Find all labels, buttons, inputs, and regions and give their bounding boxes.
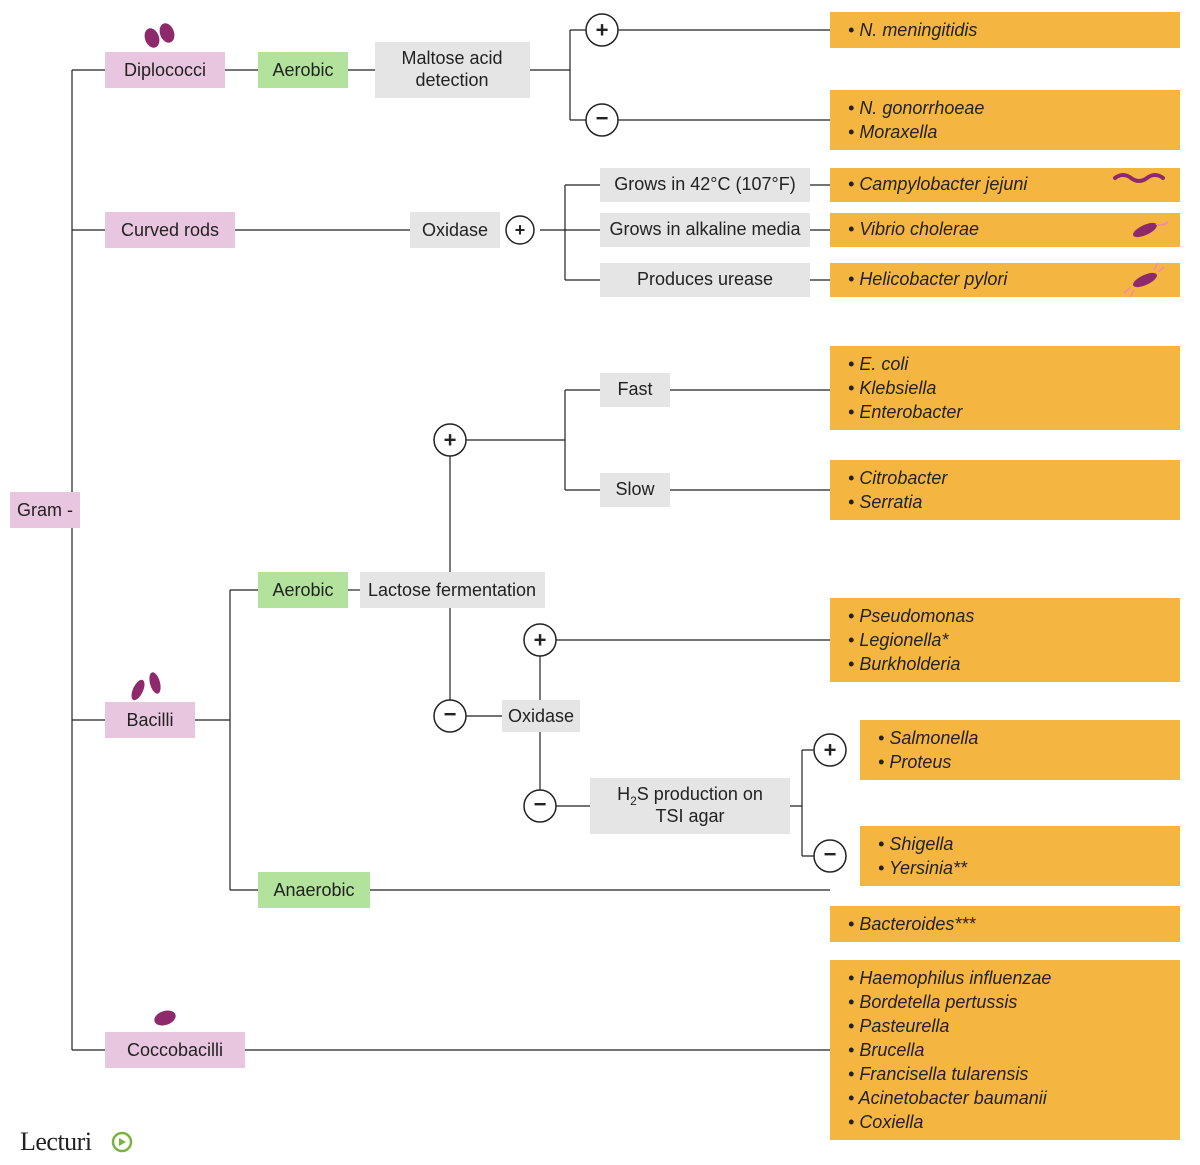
- pm-maltose-neg-sign: −: [596, 106, 609, 131]
- svg-text:• Bacteroides***: • Bacteroides***: [848, 914, 976, 934]
- svg-text:+: +: [515, 220, 526, 240]
- svg-text:• Burkholderia: • Burkholderia: [848, 654, 960, 674]
- svg-text:• Brucella: • Brucella: [848, 1040, 924, 1060]
- logo: Lecturi: [20, 1127, 131, 1156]
- svg-text:• Campylobacter jejuni: • Campylobacter jejuni: [848, 174, 1028, 194]
- svg-text:• Citrobacter: • Citrobacter: [848, 468, 948, 488]
- svg-text:• Serratia: • Serratia: [848, 492, 922, 512]
- svg-text:• Helicobacter pylori: • Helicobacter pylori: [848, 269, 1008, 289]
- svg-text:Oxidase: Oxidase: [508, 706, 574, 726]
- svg-text:−: −: [534, 792, 547, 817]
- label-root: Gram -: [17, 500, 73, 520]
- svg-text:Anaerobic: Anaerobic: [273, 880, 354, 900]
- svg-text:• E. coli: • E. coli: [848, 354, 909, 374]
- svg-text:• Legionella*: • Legionella*: [848, 630, 949, 650]
- svg-text:• Proteus: • Proteus: [878, 752, 951, 772]
- svg-text:• Bordetella pertussis: • Bordetella pertussis: [848, 992, 1017, 1012]
- svg-text:Fast: Fast: [617, 379, 652, 399]
- svg-text:Grows in alkaline media: Grows in alkaline media: [609, 219, 801, 239]
- label-maltose-1: Maltose acid: [401, 48, 502, 68]
- svg-text:• Klebsiella: • Klebsiella: [848, 378, 936, 398]
- svg-text:TSI agar: TSI agar: [655, 806, 724, 826]
- svg-text:+: +: [534, 628, 547, 653]
- svg-text:• Haemophilus influenzae: • Haemophilus influenzae: [848, 968, 1051, 988]
- svg-text:• Enterobacter: • Enterobacter: [848, 402, 963, 422]
- label-diplo-aerobic: Aerobic: [272, 60, 333, 80]
- svg-text:Bacilli: Bacilli: [126, 710, 173, 730]
- svg-text:• Shigella: • Shigella: [878, 834, 953, 854]
- label-curved: Curved rods: [121, 220, 219, 240]
- svg-text:−: −: [824, 842, 837, 867]
- svg-text:+: +: [824, 738, 837, 763]
- svg-text:Aerobic: Aerobic: [272, 580, 333, 600]
- svg-text:• Acinetobacter baumanii: • Acinetobacter baumanii: [848, 1088, 1048, 1108]
- label-maltose-2: detection: [415, 70, 488, 90]
- flowchart-diagram: Gram - Diplococci Aerobic Maltose acid d…: [0, 0, 1200, 1165]
- svg-text:• N. gonorrhoeae: • N. gonorrhoeae: [848, 98, 984, 118]
- pm-maltose-pos-sign: +: [596, 18, 609, 43]
- svg-text:+: +: [444, 428, 457, 453]
- svg-text:• Pseudomonas: • Pseudomonas: [848, 606, 974, 626]
- svg-text:• Vibrio cholerae: • Vibrio cholerae: [848, 219, 979, 239]
- svg-text:Lactose fermentation: Lactose fermentation: [368, 580, 536, 600]
- svg-text:• Pasteurella: • Pasteurella: [848, 1016, 949, 1036]
- svg-text:• Francisella tularensis: • Francisella tularensis: [848, 1064, 1028, 1084]
- svg-text:Slow: Slow: [615, 479, 655, 499]
- icon-bacilli: [129, 671, 163, 702]
- svg-text:• Coxiella: • Coxiella: [848, 1112, 923, 1132]
- svg-text:Produces urease: Produces urease: [637, 269, 773, 289]
- svg-text:−: −: [444, 702, 457, 727]
- label-meningitidis: • N. meningitidis: [848, 20, 977, 40]
- svg-text:• Yersinia**: • Yersinia**: [878, 858, 968, 878]
- label-diplococci: Diplococci: [124, 60, 206, 80]
- icon-diplococci: [142, 21, 177, 50]
- svg-text:Grows in 42°C (107°F): Grows in 42°C (107°F): [614, 174, 795, 194]
- icon-coccobacilli: [152, 1008, 177, 1028]
- label-oxidase1: Oxidase: [422, 220, 488, 240]
- svg-text:Coccobacilli: Coccobacilli: [127, 1040, 223, 1060]
- svg-text:• Moraxella: • Moraxella: [848, 122, 937, 142]
- svg-text:Lecturi: Lecturi: [20, 1127, 92, 1156]
- svg-text:• Salmonella: • Salmonella: [878, 728, 978, 748]
